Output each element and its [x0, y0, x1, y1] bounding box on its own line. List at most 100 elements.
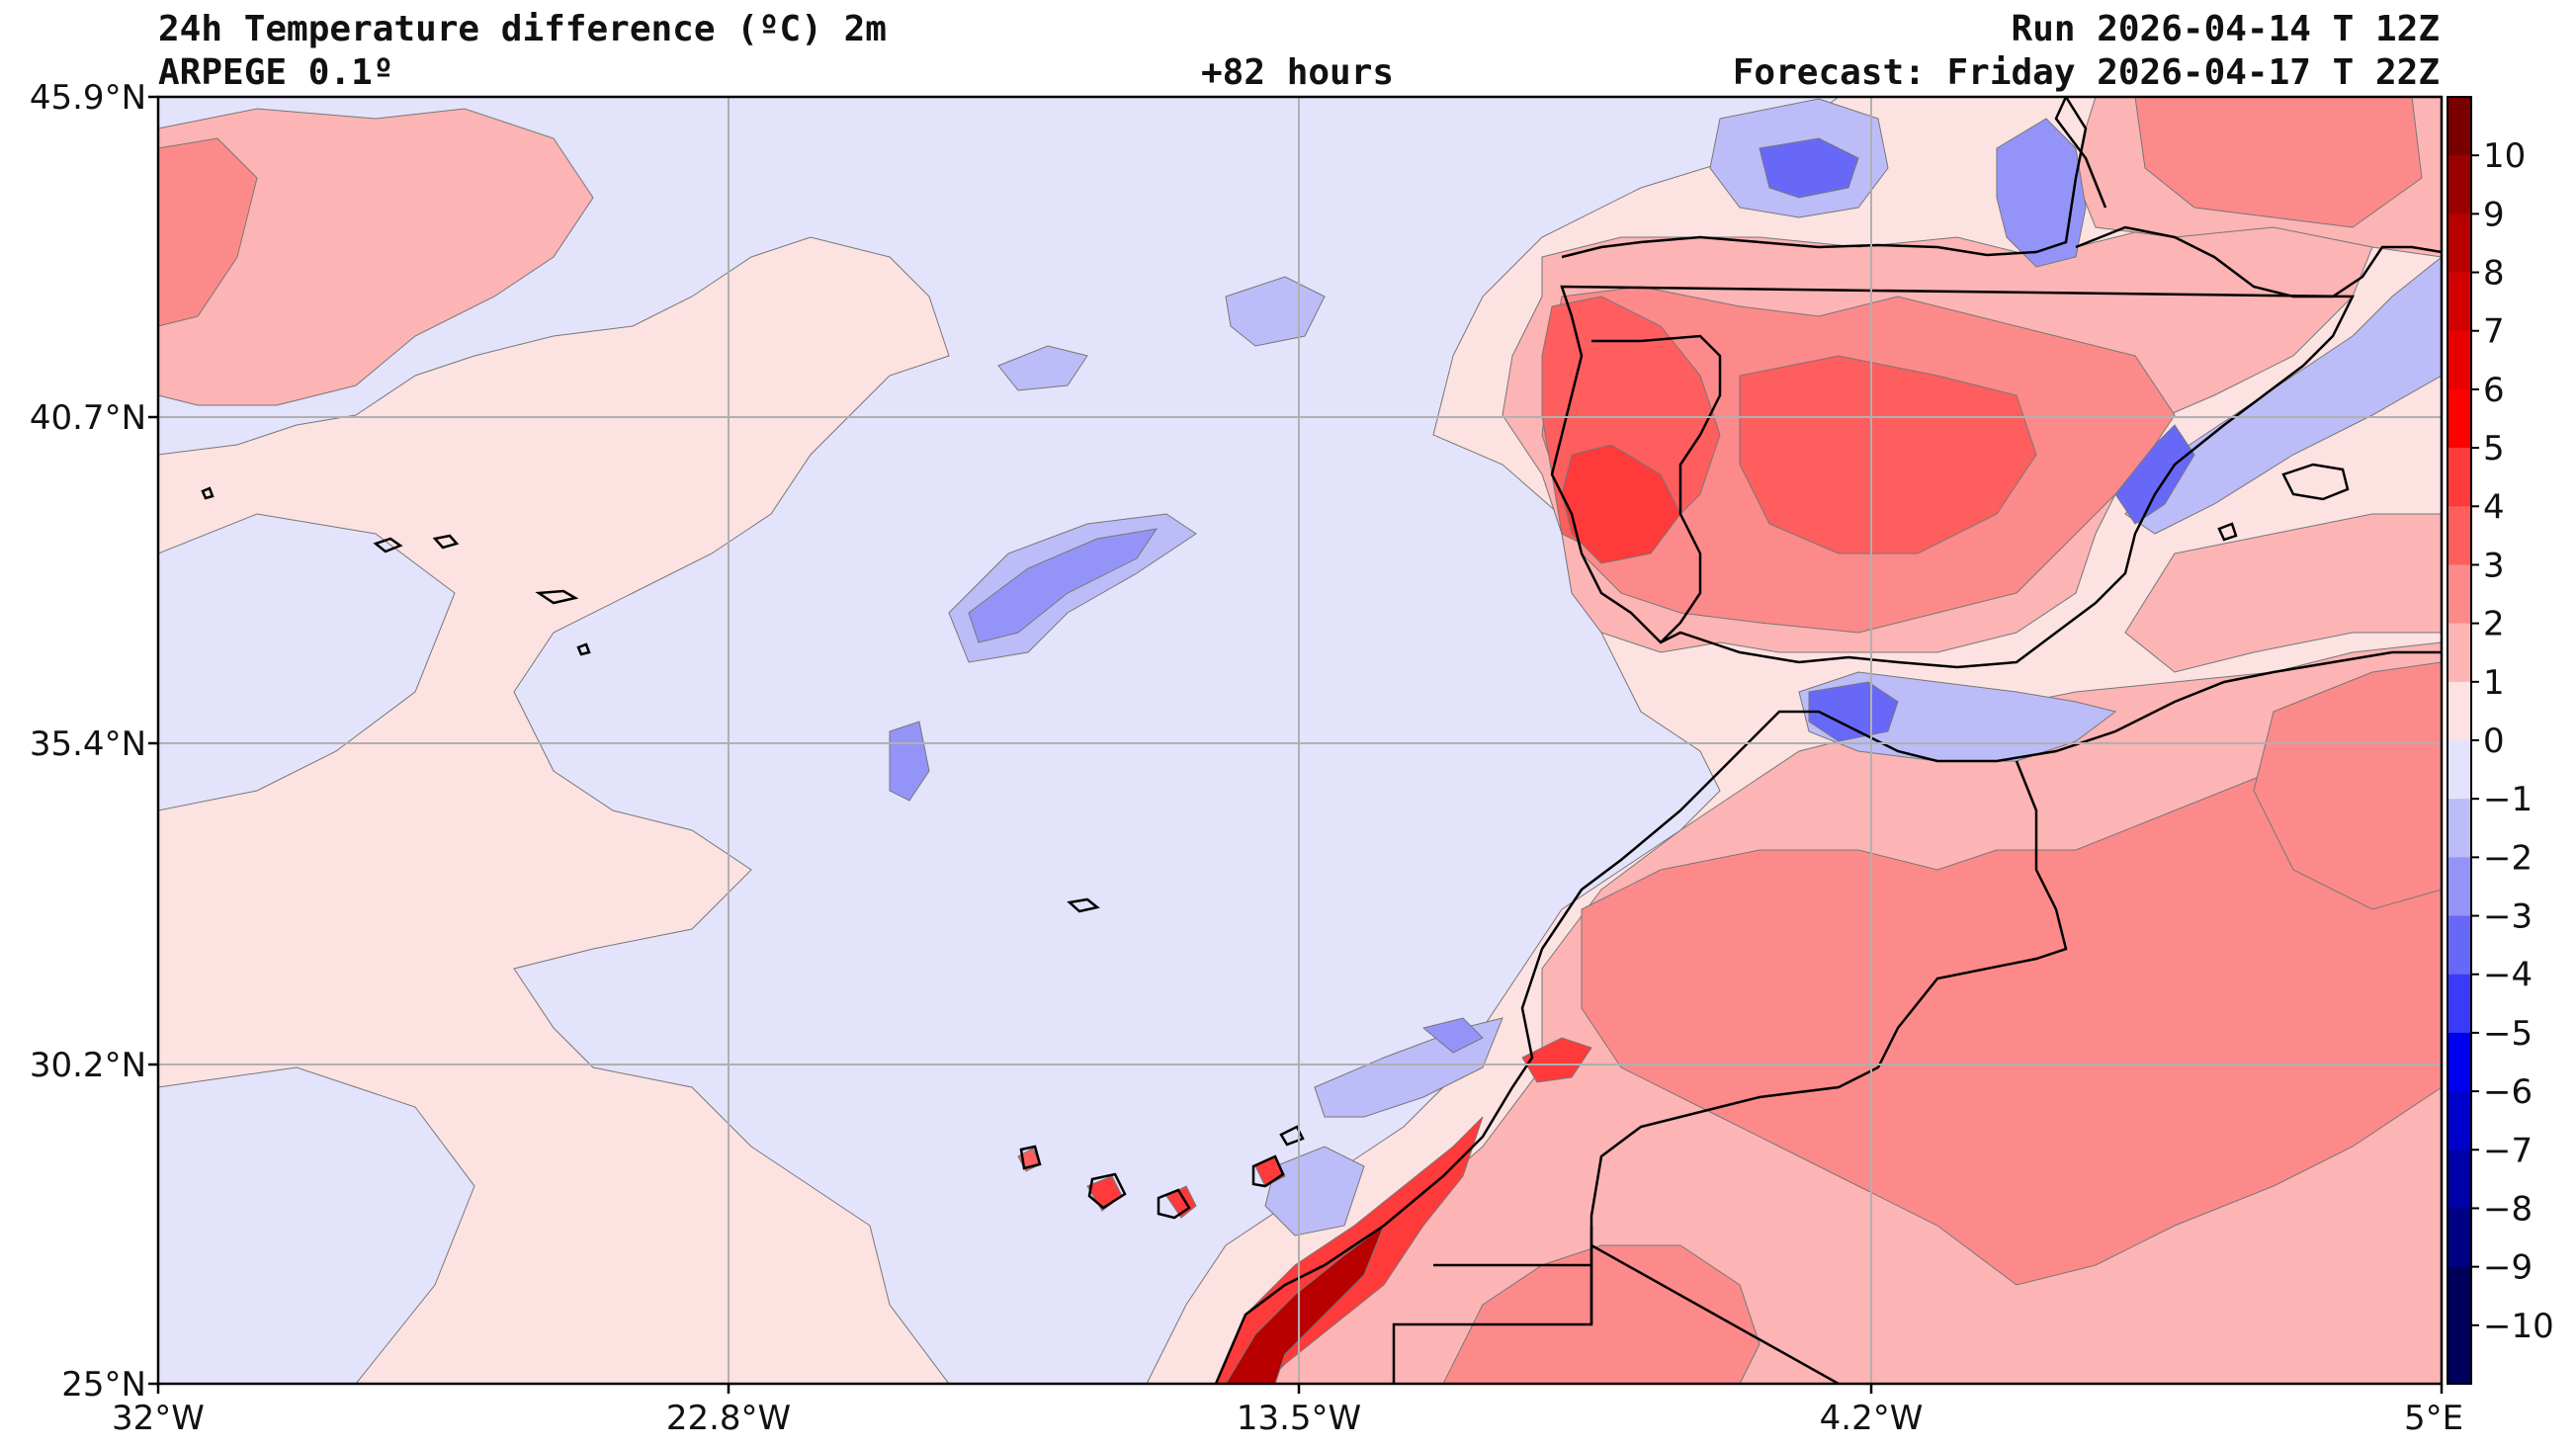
valencia-cool-core [2114, 424, 2195, 525]
azores-island-2 [432, 534, 460, 550]
morocco-coast-warm [1521, 1037, 1592, 1083]
colorbar-label-0: 10 [2483, 136, 2526, 176]
canary-island-2 [1087, 1172, 1127, 1210]
central-spain-warm [1739, 355, 2037, 554]
colorbar-label-6: 4 [2483, 487, 2505, 527]
lat-label-0: 45.9°N [30, 78, 146, 118]
azores-island-1 [373, 537, 403, 554]
axis-ticks [148, 95, 2444, 1394]
canary-island-5 [1279, 1125, 1305, 1147]
azores-island-4 [201, 486, 215, 500]
madeira-island [1067, 897, 1100, 913]
colorbar-bin-18 [2447, 1150, 2471, 1209]
iberia-coastline [1550, 97, 2442, 669]
colorbar-bin-7 [2447, 506, 2471, 565]
colorbar-label-3: 7 [2483, 312, 2505, 352]
run-time: Run 2026-04-14 T 12Z [2011, 9, 2440, 49]
colorbar-bin-11 [2447, 740, 2471, 800]
atlantic-cool-blob-3 [997, 345, 1088, 391]
nw-warm-core [158, 137, 258, 327]
lon-label-2: 13.5°W [1237, 1399, 1361, 1438]
colorbar-label-17: −7 [2483, 1131, 2533, 1170]
bay-cool-core-east [1996, 118, 2087, 268]
portugal-hot-core [1561, 444, 1681, 564]
lon-label-0: 32°W [112, 1399, 205, 1438]
colorbar-label-19: −9 [2483, 1248, 2533, 1288]
colorbar-bin-20 [2447, 1266, 2471, 1326]
colorbar-label-11: −1 [2483, 780, 2533, 819]
sahara-warm-patch [1442, 1244, 1760, 1384]
lat-label-4: 25°N [61, 1365, 146, 1405]
colorbar-bin-4 [2447, 330, 2471, 390]
canary-island-1 [1019, 1145, 1042, 1170]
colorbar-bin-17 [2447, 1091, 2471, 1150]
colorbar-label-7: 3 [2483, 546, 2505, 585]
colorbar-bin-1 [2447, 155, 2471, 214]
france-coastline [2054, 97, 2107, 209]
mediterranean-warm [2124, 513, 2442, 673]
mediterranean-cool [2124, 256, 2442, 535]
western-sahara-hottest [1225, 1224, 1386, 1384]
biscay-cool-core [1759, 137, 1859, 199]
colorbar-bin-15 [2447, 974, 2471, 1034]
forecast-time: Forecast: Friday 2026-04-17 T 22Z [1732, 52, 2440, 93]
colorbar-label-8: 2 [2483, 605, 2505, 644]
colorbar-bin-3 [2447, 272, 2471, 332]
colorbar-label-1: 9 [2483, 195, 2505, 234]
colorbar-bin-8 [2447, 564, 2471, 625]
colorbar-bin-14 [2447, 915, 2471, 976]
canary-cool-blob [1264, 1146, 1365, 1236]
colorbar-bin-0 [2447, 97, 2471, 156]
colorbar-label-12: −2 [2483, 838, 2533, 878]
alboran-cool-core [1808, 681, 1899, 742]
colorbar-label-10: 0 [2483, 722, 2505, 761]
colorbar-bin-9 [2447, 623, 2471, 683]
western-sahara-border [1392, 1226, 1840, 1384]
colorbar-label-13: −3 [2483, 897, 2533, 937]
colorbar-label-14: −4 [2483, 956, 2533, 995]
colorbar-label-9: 1 [2483, 663, 2505, 703]
model-name: ARPEGE 0.1º [158, 52, 394, 93]
azores-island-3 [535, 589, 579, 605]
france-warm-core [2134, 97, 2423, 228]
morocco-coastline [1214, 650, 2442, 1384]
offshore-cool-small [1421, 1017, 1484, 1054]
gridlines [158, 97, 2442, 1384]
ibiza-island [2217, 522, 2238, 542]
colorbar-bin-13 [2447, 857, 2471, 917]
portugal-border [1591, 334, 1722, 643]
azores-island-5 [576, 642, 591, 656]
lon-label-3: 4.2°W [1820, 1399, 1924, 1438]
colorbar-label-4: 6 [2483, 371, 2505, 410]
colorbar-bin-5 [2447, 388, 2471, 449]
colorbar-label-5: 5 [2483, 429, 2505, 468]
nw-warm-patch [158, 108, 594, 406]
ocean-cool-patch [158, 513, 456, 811]
colorbar-label-20: −10 [2483, 1307, 2554, 1346]
africa-warm-patch [2253, 661, 2442, 910]
colorbar-bin-12 [2447, 799, 2471, 858]
forecast-hours: +82 hours [1201, 52, 1395, 93]
canary-island-warm-2 [1165, 1185, 1197, 1219]
colorbar-bin-2 [2447, 213, 2471, 274]
lat-label-1: 40.7°N [30, 398, 146, 438]
lon-label-1: 22.8°W [666, 1399, 791, 1438]
colorbar-label-15: −5 [2483, 1014, 2533, 1054]
morocco-algeria-border [1589, 760, 2068, 1324]
colorbar-bin-min [2447, 1324, 2471, 1384]
map-title: 24h Temperature difference (ºC) 2m [158, 9, 887, 49]
colorbar-bin-19 [2447, 1208, 2471, 1268]
atlantic-cool-blob-1-core [968, 528, 1159, 643]
canary-island-4 [1251, 1154, 1285, 1188]
atlantic-cool-blob-4 [889, 721, 930, 802]
coastlines [201, 97, 2442, 1384]
lat-label-3: 30.2°N [30, 1046, 146, 1085]
canary-island-3 [1157, 1188, 1191, 1220]
colorbar-label-18: −8 [2483, 1189, 2533, 1229]
ocean-cool-patch-south [158, 1066, 475, 1384]
colorbar-bin-6 [2447, 448, 2471, 507]
lat-label-2: 35.4°N [30, 724, 146, 764]
colorbar-bin-16 [2447, 1032, 2471, 1092]
